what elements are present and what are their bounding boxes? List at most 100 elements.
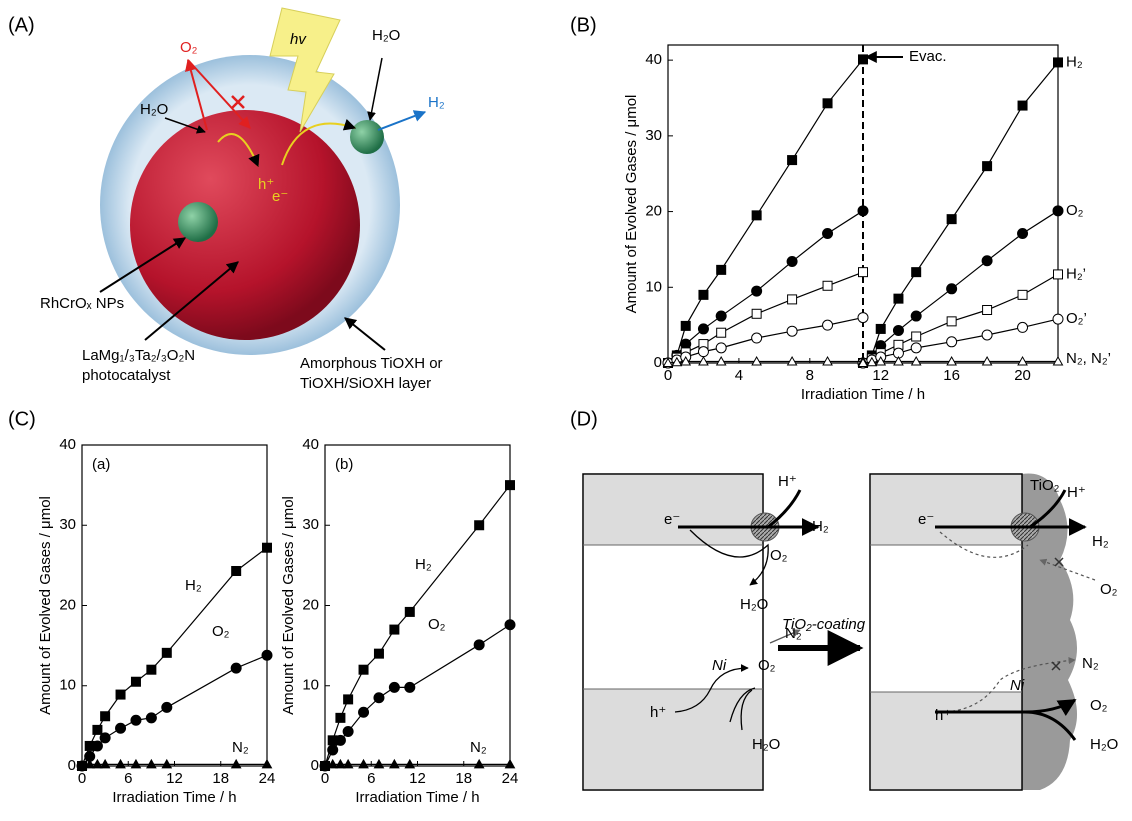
marker: [334, 734, 346, 746]
arrow: [767, 489, 802, 529]
marker: [822, 280, 833, 291]
cocatalyst: [178, 202, 218, 242]
y-tick-label: 10: [302, 677, 319, 694]
marker: [130, 676, 141, 687]
series-label: H₂’: [1066, 265, 1086, 282]
marker: [858, 267, 868, 278]
block-cross: [231, 95, 245, 109]
marker: [504, 619, 516, 631]
marker: [1017, 321, 1029, 333]
series-label: N₂, N₂’: [1066, 350, 1111, 367]
x-axis-label: Irradiation Time / h: [801, 386, 925, 403]
label: hv: [290, 31, 307, 48]
marker: [389, 624, 400, 635]
arrow: [164, 117, 206, 134]
marker: [981, 355, 993, 366]
panel-label: (A): [8, 14, 35, 36]
series-label: H₂: [185, 577, 202, 594]
series-line: [324, 624, 511, 767]
marker: [751, 285, 763, 297]
marker: [161, 758, 173, 769]
arrow: [144, 261, 239, 341]
y-tick-label: 40: [302, 436, 319, 453]
marker: [230, 758, 242, 769]
marker: [1052, 355, 1064, 366]
label: H₂O: [740, 596, 768, 613]
series-label: N₂: [232, 739, 249, 756]
x-tick-label: 18: [212, 770, 229, 787]
label: H₂O: [140, 101, 168, 118]
diagram-d: TiO₂-coating H⁺ e⁻ H₂ O₂ H₂O N₂ Ni h⁺ O₂…: [582, 473, 1118, 791]
marker: [473, 639, 485, 651]
marker: [787, 155, 798, 166]
y-tick-label: 10: [645, 278, 662, 295]
label: TiO₂: [1030, 477, 1060, 494]
x-tick-label: 12: [872, 367, 889, 384]
y-tick-label: 0: [654, 354, 662, 371]
panel-label: (D): [570, 408, 598, 430]
marker: [680, 320, 691, 331]
marker: [76, 760, 88, 770]
marker: [1017, 355, 1028, 366]
marker: [911, 331, 922, 342]
x-tick-label: 24: [259, 770, 276, 787]
marker: [327, 758, 339, 769]
marker: [388, 681, 400, 693]
marker: [373, 648, 384, 659]
chart-title: (b): [335, 456, 353, 473]
marker: [335, 712, 346, 723]
label: O₂: [758, 657, 776, 674]
marker: [115, 689, 126, 700]
marker: [161, 701, 173, 713]
arrow: [689, 529, 769, 586]
marker: [130, 758, 142, 769]
valence-band: [584, 689, 762, 789]
marker: [680, 355, 692, 366]
marker: [261, 758, 273, 769]
y-axis-label: Amount of Evolved Gases / μmol: [623, 95, 640, 314]
x-tick-label: 0: [321, 770, 329, 787]
marker: [115, 758, 126, 769]
marker: [342, 758, 354, 769]
marker: [715, 310, 727, 322]
label: O₂: [1090, 697, 1108, 714]
x-axis-label: Irradiation Time / h: [112, 789, 236, 806]
marker: [875, 323, 886, 334]
arrow: [729, 687, 756, 723]
marker: [1052, 313, 1064, 325]
marker: [751, 308, 762, 319]
marker: [1017, 100, 1028, 111]
marker: [1017, 289, 1028, 300]
y-tick-label: 40: [645, 51, 662, 68]
marker: [404, 758, 416, 769]
y-tick-label: 40: [59, 436, 76, 453]
annotation: Evac.: [909, 48, 947, 65]
marker: [505, 480, 515, 491]
label: H⁺: [1067, 484, 1086, 501]
marker: [946, 316, 957, 327]
marker: [343, 694, 354, 705]
x-tick-label: 0: [78, 770, 86, 787]
marker: [857, 205, 869, 217]
marker: [92, 758, 103, 769]
marker: [100, 711, 111, 722]
marker: [373, 758, 385, 769]
label: H₂: [428, 94, 445, 111]
marker: [716, 264, 727, 275]
marker: [327, 744, 339, 756]
arrow: [740, 689, 753, 731]
marker: [319, 760, 331, 770]
marker: [822, 319, 834, 331]
marker: [230, 662, 242, 674]
electron-path: [281, 118, 357, 166]
y-tick-label: 30: [645, 127, 662, 144]
x-tick-label: 18: [455, 770, 472, 787]
marker: [358, 706, 370, 718]
marker: [1053, 57, 1063, 68]
y-tick-label: 20: [302, 596, 319, 613]
y-tick-label: 30: [59, 516, 76, 533]
y-axis-label: Amount of Evolved Gases / μmol: [280, 496, 297, 715]
label: H₂: [812, 518, 829, 535]
label: O₂: [770, 547, 788, 564]
